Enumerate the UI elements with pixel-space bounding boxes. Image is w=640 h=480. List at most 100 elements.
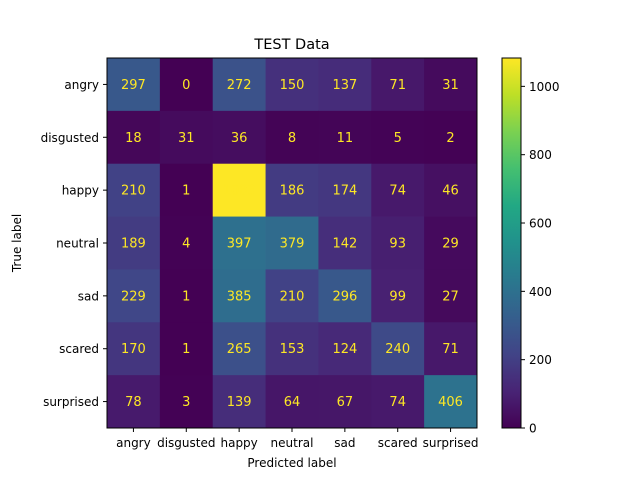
cell-value-label: 379 (280, 237, 305, 252)
y-tick-label: neutral (56, 237, 99, 251)
heatmap-cell (212, 216, 266, 270)
cell-value-label: 153 (280, 342, 305, 357)
heatmap-cell (424, 322, 478, 376)
cell-value-label: 67 (337, 395, 354, 410)
heatmap-cell (424, 216, 478, 270)
cell-value-label: 174 (332, 184, 357, 199)
cell-value-label: 71 (442, 342, 459, 357)
heatmap-cell (318, 163, 372, 217)
heatmap-cell (318, 58, 372, 112)
cell-value-label: 150 (280, 78, 305, 93)
heatmap-cell (265, 322, 319, 376)
x-tick-label: surprised (423, 436, 479, 450)
cell-value-label: 99 (389, 289, 406, 304)
heatmap-cell (212, 269, 266, 323)
colorbar-tick-label: 200 (529, 353, 552, 367)
cell-value-label: 18 (125, 131, 142, 146)
x-tick-label: happy (220, 436, 257, 450)
cell-value-label: 74 (389, 184, 406, 199)
cell-value-label: 210 (280, 289, 305, 304)
heatmap-cell (212, 110, 266, 165)
heatmap-cell (371, 216, 425, 270)
heatmap-cell (318, 269, 372, 323)
cell-value-label: 1083 (223, 184, 256, 199)
cell-value-label: 27 (442, 289, 459, 304)
colorbar-tick-label: 800 (529, 148, 552, 162)
heatmap-cell (107, 269, 161, 323)
y-tick-label: scared (59, 342, 99, 356)
cell-value-label: 29 (442, 237, 459, 252)
heatmap-cell (107, 322, 161, 376)
heatmap-cell (318, 375, 372, 429)
cell-value-label: 297 (121, 78, 146, 93)
x-tick-label: neutral (271, 436, 314, 450)
y-axis-label: True label (10, 214, 24, 273)
heatmap-cell (159, 322, 214, 376)
colorbar-tick-label: 0 (529, 422, 537, 436)
heatmap-cell (371, 375, 425, 429)
cell-value-label: 3 (182, 395, 190, 410)
x-tick-label: sad (334, 436, 355, 450)
cell-value-label: 64 (284, 395, 301, 410)
heatmap-cell (424, 163, 478, 217)
cell-value-label: 1 (182, 289, 190, 304)
cell-value-label: 240 (385, 342, 410, 357)
cell-value-label: 170 (121, 342, 146, 357)
y-tick-label: angry (64, 78, 99, 92)
colorbar-tick-label: 1000 (529, 80, 560, 94)
heatmap-cell (107, 163, 161, 217)
cell-value-label: 406 (438, 395, 463, 410)
cell-value-label: 4 (182, 237, 190, 252)
heatmap-cell (159, 216, 214, 270)
cell-value-label: 296 (332, 289, 357, 304)
cell-value-label: 11 (337, 131, 354, 146)
heatmap-cell (212, 58, 266, 112)
heatmap-cell (265, 163, 319, 217)
cell-value-label: 46 (442, 184, 459, 199)
colorbar-tick-label: 600 (529, 217, 552, 231)
heatmap-cell (107, 216, 161, 270)
y-axis-ticks: angry disgusted happy neutral sad scared surpr… (41, 78, 107, 409)
heatmap-cell (212, 375, 266, 429)
heatmap-cell (371, 269, 425, 323)
cell-value-label: 71 (389, 78, 406, 93)
heatmap-cell (371, 322, 425, 376)
y-tick-label: disgusted (41, 131, 99, 145)
cell-value-label: 189 (121, 237, 146, 252)
heatmap-cell (371, 110, 425, 165)
cell-value-label: 93 (389, 237, 406, 252)
heatmap-cell (371, 58, 425, 112)
heatmap-cell (424, 375, 478, 429)
y-tick-label: sad (78, 289, 99, 303)
cell-value-label: 397 (227, 237, 252, 252)
colorbar (501, 57, 522, 429)
heatmap-cell (159, 58, 214, 112)
cell-value-label: 124 (332, 342, 357, 357)
y-tick-label: surprised (43, 395, 99, 409)
cell-value-label: 272 (227, 78, 252, 93)
cell-value-label: 137 (332, 78, 357, 93)
x-tick-label: disgusted (157, 436, 215, 450)
heatmap-cell (159, 269, 214, 323)
cell-value-label: 385 (227, 289, 252, 304)
cell-value-label: 78 (125, 395, 142, 410)
x-tick-label: angry (116, 436, 151, 450)
heatmap-cell (265, 110, 319, 165)
heatmap-cell (371, 163, 425, 217)
cell-value-label: 229 (121, 289, 146, 304)
y-tick-label: happy (62, 184, 99, 198)
heatmap-cell (318, 216, 372, 270)
heatmap-cell (318, 322, 372, 376)
cell-value-label: 1 (182, 342, 190, 357)
colorbar-tick-label: 400 (529, 285, 552, 299)
chart-title: TEST Data (253, 37, 329, 53)
x-tick-label: scared (378, 436, 418, 450)
heatmap-cell (212, 322, 266, 376)
heatmap-cell (107, 375, 161, 429)
heatmap-cell (159, 375, 214, 429)
cell-value-label: 36 (231, 131, 248, 146)
colorbar-ticks: 0 200 400 600 800 1000 (521, 80, 560, 436)
heatmap-cell (424, 58, 478, 112)
x-axis-ticks: angry disgusted happy neutral sad scared surpr… (116, 428, 479, 450)
